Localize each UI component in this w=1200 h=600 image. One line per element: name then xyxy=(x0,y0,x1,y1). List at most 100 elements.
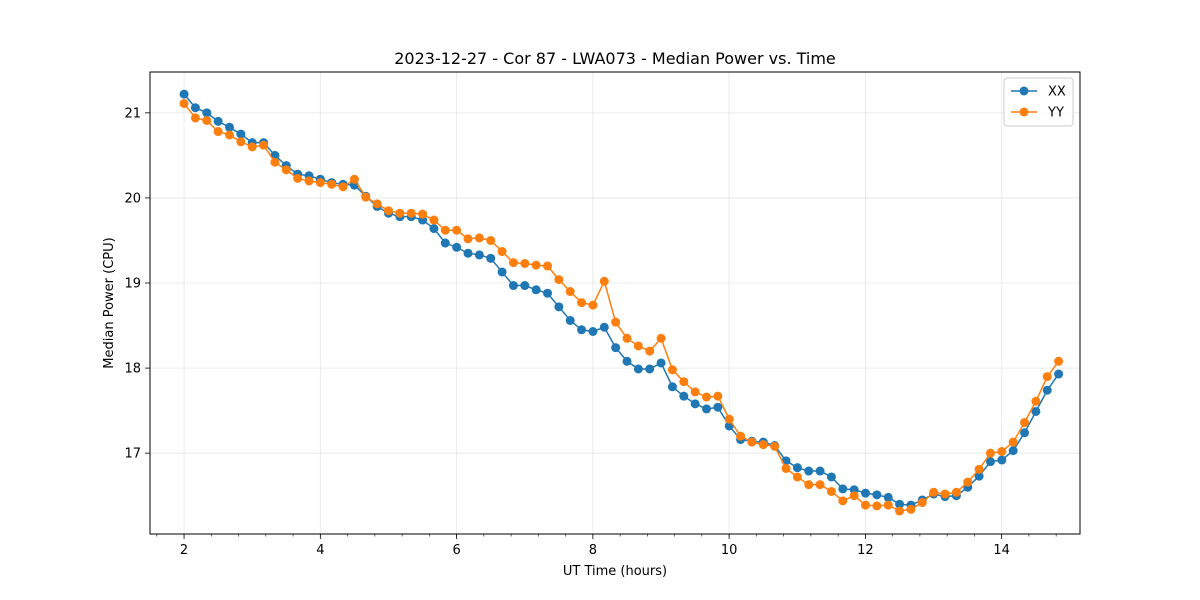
data-point-yy xyxy=(588,300,598,310)
data-point-xx xyxy=(1031,406,1041,416)
data-point-yy xyxy=(463,234,473,244)
data-point-xx xyxy=(838,484,848,494)
data-point-yy xyxy=(190,113,200,123)
data-point-yy xyxy=(486,235,496,245)
data-point-xx xyxy=(543,288,553,298)
data-point-yy xyxy=(384,206,393,216)
data-point-yy xyxy=(747,437,757,447)
data-point-xx xyxy=(440,238,450,248)
data-point-xx xyxy=(815,466,825,476)
data-point-xx xyxy=(599,322,609,332)
data-point-yy xyxy=(554,275,564,285)
data-point-xx xyxy=(622,356,632,366)
series-group xyxy=(179,89,1064,516)
plot-frame xyxy=(149,71,1081,535)
data-point-yy xyxy=(861,500,871,510)
data-point-yy xyxy=(202,116,212,125)
data-point-yy xyxy=(622,333,632,343)
data-point-xx xyxy=(497,267,507,277)
data-point-xx xyxy=(679,391,689,401)
data-point-yy xyxy=(565,287,575,297)
data-point-yy xyxy=(872,501,882,511)
data-point-xx xyxy=(656,358,666,368)
data-point-yy xyxy=(611,317,621,327)
data-point-yy xyxy=(826,486,836,496)
data-point-xx xyxy=(474,250,484,260)
data-point-xx xyxy=(202,108,212,118)
data-point-xx xyxy=(702,404,712,414)
data-point-xx xyxy=(792,463,802,473)
data-point-xx xyxy=(236,129,246,139)
data-point-yy xyxy=(315,178,325,188)
data-point-yy xyxy=(974,464,984,474)
data-point-yy xyxy=(179,98,189,108)
data-point-yy xyxy=(929,487,939,497)
data-point-yy xyxy=(372,199,382,209)
data-point-xx xyxy=(974,471,984,481)
x-tick-label: 4 xyxy=(316,543,324,558)
y-tick-label: 20 xyxy=(124,191,141,206)
data-point-yy xyxy=(963,477,973,487)
data-point-yy xyxy=(327,179,337,189)
y-tick-label: 21 xyxy=(124,106,141,121)
y-tick-label: 19 xyxy=(124,277,141,292)
data-point-yy xyxy=(940,489,950,499)
data-point-xx xyxy=(872,490,882,500)
data-point-yy xyxy=(543,261,553,271)
x-tick-label: 2 xyxy=(180,543,188,558)
grid xyxy=(150,72,1080,534)
data-point-yy xyxy=(406,208,416,218)
data-point-xx xyxy=(667,382,677,392)
data-point-xx xyxy=(463,248,473,258)
data-point-yy xyxy=(304,176,314,186)
chart-title: 2023-12-27 - Cor 87 - LWA073 - Median Po… xyxy=(394,49,836,68)
x-tick-label: 10 xyxy=(721,543,738,558)
legend-label-yy: YY xyxy=(1047,106,1064,121)
data-point-xx xyxy=(1020,428,1030,438)
data-point-xx xyxy=(508,281,518,291)
data-point-xx xyxy=(225,122,234,132)
data-point-yy xyxy=(667,365,677,375)
data-point-yy xyxy=(770,441,780,451)
data-point-xx xyxy=(179,89,189,99)
data-point-yy xyxy=(452,225,462,235)
data-point-yy xyxy=(599,276,609,286)
data-point-yy xyxy=(690,387,700,397)
x-tick-label: 8 xyxy=(589,543,597,558)
data-point-yy xyxy=(474,233,484,243)
data-point-yy xyxy=(213,127,223,137)
data-point-yy xyxy=(338,182,348,192)
data-point-xx xyxy=(520,281,530,291)
data-point-yy xyxy=(531,260,541,270)
legend-label-xx: XX xyxy=(1048,85,1066,100)
data-point-xx xyxy=(577,325,587,335)
data-point-yy xyxy=(418,209,428,219)
y-axis-label: Median Power (CPU) xyxy=(102,237,117,368)
legend: XX YY xyxy=(1003,77,1074,127)
data-point-xx xyxy=(997,455,1007,465)
data-point-yy xyxy=(917,498,927,508)
axis-ticks: 2 4 6 8 10 12 14 17 18 19 20 21 xyxy=(124,106,1057,558)
data-point-yy xyxy=(508,258,518,268)
data-point-xx xyxy=(213,116,223,126)
data-point-yy xyxy=(225,130,234,140)
data-point-yy xyxy=(1042,372,1052,382)
data-point-xx xyxy=(861,488,871,498)
data-point-xx xyxy=(1008,446,1018,456)
data-point-yy xyxy=(804,480,814,490)
data-point-xx xyxy=(611,343,621,353)
x-tick-label: 14 xyxy=(993,543,1010,558)
data-point-yy xyxy=(270,157,280,167)
data-point-xx xyxy=(690,399,700,409)
data-point-xx xyxy=(531,285,541,295)
data-point-xx xyxy=(804,466,814,476)
data-point-yy xyxy=(838,496,848,506)
series-yy xyxy=(179,98,1064,516)
x-tick-label: 6 xyxy=(452,543,460,558)
data-point-xx xyxy=(1054,369,1064,379)
data-point-xx xyxy=(588,327,598,336)
data-point-yy xyxy=(815,480,825,490)
data-point-xx xyxy=(713,402,723,412)
data-point-yy xyxy=(702,392,712,402)
